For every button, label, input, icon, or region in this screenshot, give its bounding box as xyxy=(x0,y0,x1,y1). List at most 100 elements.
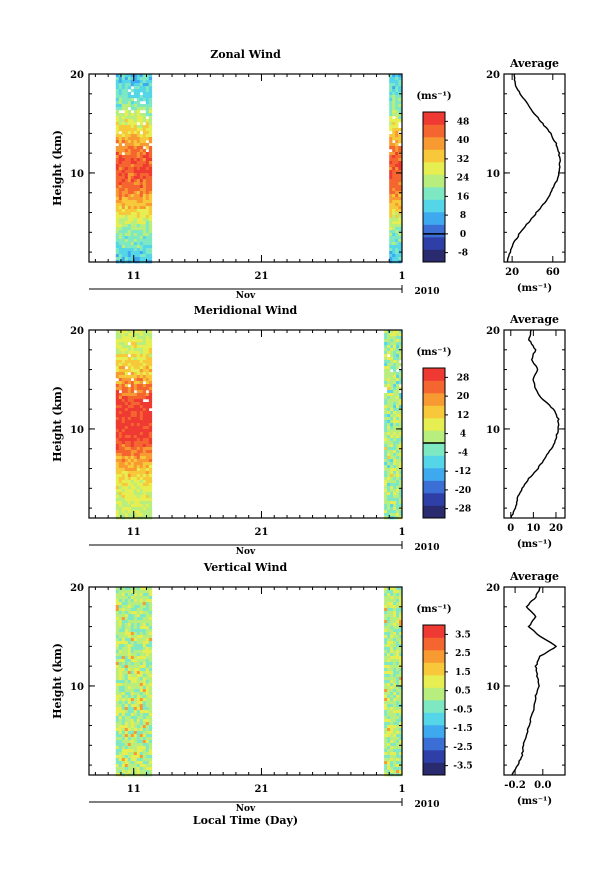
heatmap-cell xyxy=(139,351,144,355)
panel-title: Vertical Wind xyxy=(203,561,288,574)
heatmap-cell xyxy=(387,396,391,400)
heatmap-cell xyxy=(139,333,144,337)
heatmap-cell xyxy=(396,725,400,729)
heatmap-cell xyxy=(390,465,394,469)
heatmap-cell xyxy=(392,170,396,174)
heatmap-cell xyxy=(127,402,132,406)
heatmap-cell xyxy=(148,429,153,433)
heatmap-cell xyxy=(118,125,123,129)
heatmap-cell xyxy=(118,429,123,433)
heatmap-cell xyxy=(384,414,388,418)
heatmap-cell xyxy=(121,125,126,129)
heatmap-cell xyxy=(399,602,403,606)
heatmap-cell xyxy=(148,483,153,487)
heatmap-cell xyxy=(115,740,120,744)
heatmap-cell xyxy=(390,650,394,654)
heatmap-cell xyxy=(384,354,388,358)
heatmap-cell xyxy=(145,435,150,439)
heatmap-cell xyxy=(395,110,399,114)
heatmap-cell xyxy=(130,504,135,508)
heatmap-cell xyxy=(136,468,141,472)
heatmap-cell xyxy=(130,248,135,252)
heatmap-cell xyxy=(133,719,138,723)
heatmap-cell xyxy=(399,629,403,633)
heatmap-cell xyxy=(384,339,388,343)
colorbar-band xyxy=(423,430,445,444)
heatmap-cell xyxy=(127,170,132,174)
heatmap-cell xyxy=(139,749,144,753)
heatmap-cell xyxy=(145,599,150,603)
heatmap-cell xyxy=(115,209,120,213)
heatmap-cell xyxy=(115,375,120,379)
heatmap-cell xyxy=(384,459,388,463)
heatmap-cell xyxy=(124,614,129,618)
heatmap-cell xyxy=(124,468,129,472)
heatmap-cell xyxy=(121,194,126,198)
heatmap-cell xyxy=(395,158,399,162)
heatmap-cell xyxy=(133,620,138,624)
heatmap-cell xyxy=(384,707,388,711)
heatmap-cell xyxy=(127,752,132,756)
heatmap-cell xyxy=(384,725,388,729)
heatmap-cell xyxy=(384,363,388,367)
heatmap-cell xyxy=(136,429,141,433)
heatmap-cell xyxy=(395,152,399,156)
heatmap-cell xyxy=(121,668,126,672)
heatmap-cell xyxy=(384,689,388,693)
heatmap-cell xyxy=(393,734,397,738)
heatmap-cell xyxy=(390,704,394,708)
colorbar-band xyxy=(423,737,445,751)
heatmap-cell xyxy=(133,179,138,183)
heatmap-cell xyxy=(118,626,123,630)
heatmap-cell xyxy=(148,504,153,508)
heatmap-cell xyxy=(139,212,144,216)
heatmap-cell xyxy=(148,656,153,660)
heatmap-cell xyxy=(124,375,129,379)
heatmap-cell xyxy=(390,644,394,648)
heatmap-cell xyxy=(127,375,132,379)
heatmap-cell xyxy=(387,492,391,496)
heatmap-cell xyxy=(124,459,129,463)
colorbar-tick-label: 8 xyxy=(460,211,466,221)
heatmap-cell xyxy=(124,336,129,340)
heatmap-cell xyxy=(396,710,400,714)
heatmap-cell xyxy=(395,218,399,222)
heatmap-cell xyxy=(395,257,399,261)
heatmap-cell xyxy=(384,737,388,741)
heatmap-cell xyxy=(136,495,141,499)
heatmap-cell xyxy=(139,417,144,421)
heatmap-cell xyxy=(118,477,123,481)
heatmap-cell xyxy=(139,647,144,651)
heatmap-cell xyxy=(390,698,394,702)
heatmap-cell xyxy=(387,629,391,633)
heatmap-cell xyxy=(115,662,120,666)
heatmap-cell xyxy=(127,119,132,123)
heatmap-cell xyxy=(136,707,141,711)
colorbar-band xyxy=(423,687,445,701)
heatmap-cell xyxy=(145,495,150,499)
heatmap-cell xyxy=(127,647,132,651)
heatmap-cell xyxy=(142,221,147,225)
heatmap-cell xyxy=(384,686,388,690)
heatmap-cell xyxy=(121,653,126,657)
heatmap-cell xyxy=(148,659,153,663)
heatmap-cell xyxy=(133,360,138,364)
heatmap-cell xyxy=(393,456,397,460)
heatmap-cell xyxy=(399,728,403,732)
heatmap-cell xyxy=(121,710,126,714)
heatmap-cell xyxy=(387,656,391,660)
heatmap-cell xyxy=(142,254,147,258)
heatmap-cell xyxy=(118,393,123,397)
heatmap-cell xyxy=(389,134,393,138)
heatmap-cell xyxy=(148,587,153,591)
heatmap-cell xyxy=(145,110,150,114)
heatmap-cell xyxy=(118,426,123,430)
heatmap-cell xyxy=(139,203,144,207)
heatmap-cell xyxy=(133,480,138,484)
heatmap-cell xyxy=(396,399,400,403)
heatmap-cell xyxy=(399,770,403,774)
heatmap-cell xyxy=(384,656,388,660)
heatmap-cell xyxy=(390,426,394,430)
heatmap-cell xyxy=(130,125,135,129)
heatmap-cell xyxy=(390,492,394,496)
